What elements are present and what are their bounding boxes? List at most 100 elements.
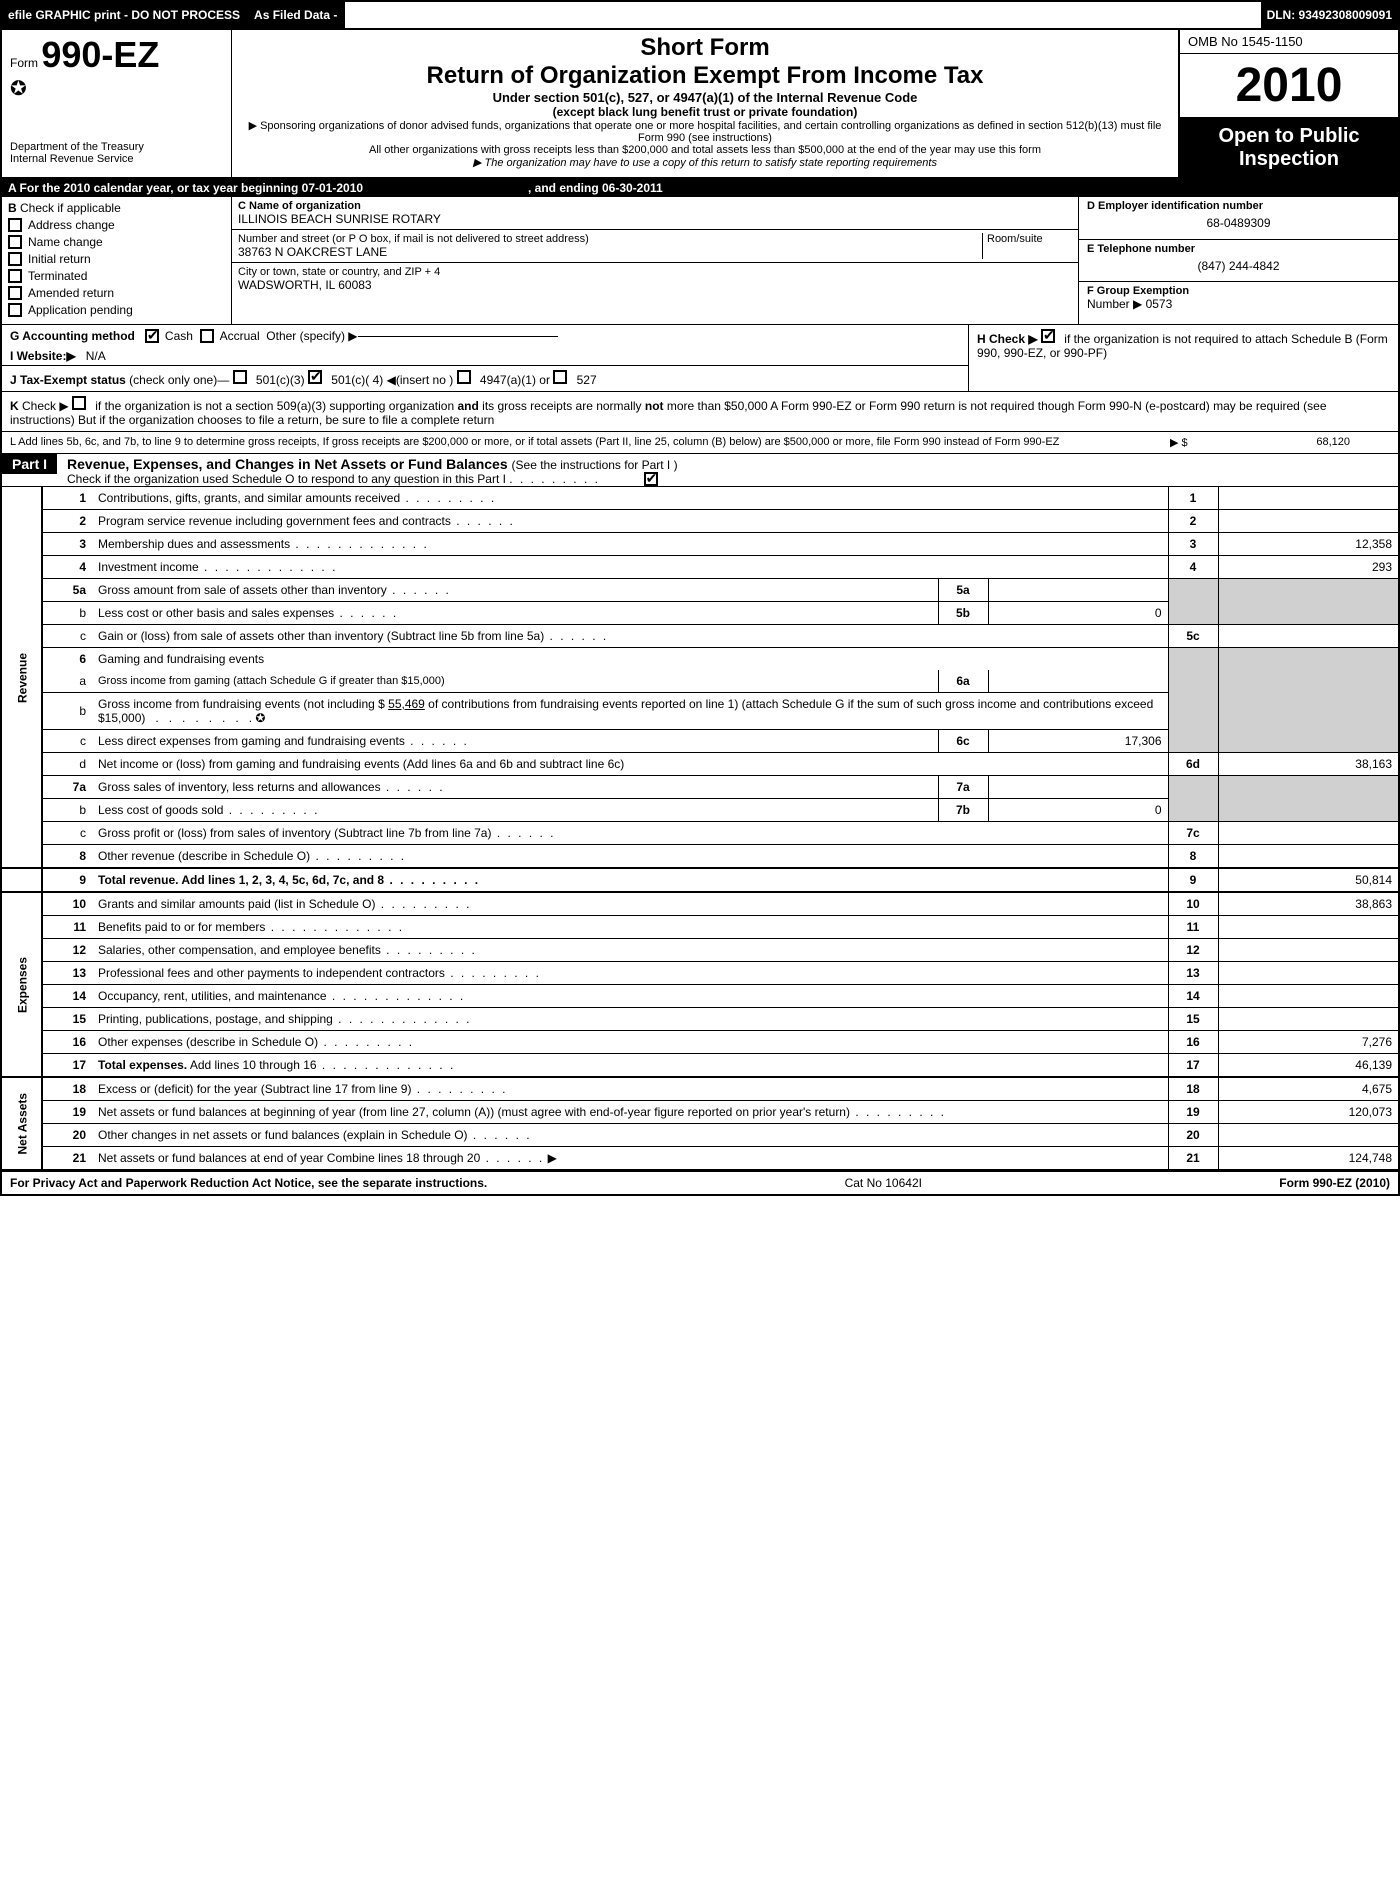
l7b-num: b bbox=[42, 799, 92, 822]
l8-num: 8 bbox=[42, 845, 92, 869]
l3-rval: 12,358 bbox=[1218, 533, 1398, 556]
l7b-desc: Less cost of goods sold bbox=[92, 799, 938, 822]
l16-rval: 7,276 bbox=[1218, 1031, 1398, 1054]
other-label: Other (specify) ▶ bbox=[266, 329, 357, 343]
l12-rnum: 12 bbox=[1168, 939, 1218, 962]
b-check-label: Check if applicable bbox=[20, 201, 121, 215]
l9-desc: Total revenue. Add lines 1, 2, 3, 4, 5c,… bbox=[92, 868, 1168, 892]
l7b-ival: 0 bbox=[988, 799, 1168, 822]
footer-right: Form 990-EZ (2010) bbox=[1279, 1176, 1390, 1190]
k-text: if the organization is not a section 509… bbox=[10, 399, 1327, 427]
l10-rnum: 10 bbox=[1168, 892, 1218, 916]
l9-rval: 50,814 bbox=[1218, 868, 1398, 892]
cb-schedule-o[interactable] bbox=[644, 472, 658, 486]
sponsor-text-3: ▶ The organization may have to use a cop… bbox=[240, 156, 1170, 169]
l18-desc: Excess or (deficit) for the year (Subtra… bbox=[92, 1077, 1168, 1101]
l20-rnum: 20 bbox=[1168, 1124, 1218, 1147]
l12-rval bbox=[1218, 939, 1398, 962]
form-prefix: Form bbox=[10, 56, 38, 70]
c4-label: 501(c)( 4) ◀(insert no ) bbox=[331, 373, 453, 387]
l18-rnum: 18 bbox=[1168, 1077, 1218, 1101]
cb-address-change[interactable] bbox=[8, 218, 22, 232]
c3-label: 501(c)(3) bbox=[256, 373, 305, 387]
l13-rval bbox=[1218, 962, 1398, 985]
rev-spacer bbox=[2, 868, 42, 892]
l14-rval bbox=[1218, 985, 1398, 1008]
l8-rnum: 8 bbox=[1168, 845, 1218, 869]
header-right: OMB No 1545-1150 2010 Open to Public Ins… bbox=[1178, 30, 1398, 177]
l11-desc: Benefits paid to or for members bbox=[92, 916, 1168, 939]
header-center: Short Form Return of Organization Exempt… bbox=[232, 30, 1178, 177]
l2-desc: Program service revenue including govern… bbox=[92, 510, 1168, 533]
part1-title-text: Revenue, Expenses, and Changes in Net As… bbox=[67, 456, 508, 472]
l17-rval: 46,139 bbox=[1218, 1054, 1398, 1078]
cb-h[interactable] bbox=[1041, 329, 1055, 343]
footer-mid: Cat No 10642I bbox=[487, 1176, 1279, 1190]
line-g: G Accounting method Cash Accrual Other (… bbox=[2, 325, 968, 347]
cb-cash[interactable] bbox=[145, 329, 159, 343]
city-label: City or town, state or country, and ZIP … bbox=[238, 266, 1072, 278]
cb-amended[interactable] bbox=[8, 286, 22, 300]
cb-501c4[interactable] bbox=[308, 370, 322, 384]
l12-num: 12 bbox=[42, 939, 92, 962]
l6a-num: a bbox=[42, 670, 92, 693]
cb-app-pending[interactable] bbox=[8, 303, 22, 317]
ein-value: 68-0489309 bbox=[1087, 216, 1390, 230]
l10-num: 10 bbox=[42, 892, 92, 916]
l7b-inum: 7b bbox=[938, 799, 988, 822]
l3-num: 3 bbox=[42, 533, 92, 556]
l6a-inum: 6a bbox=[938, 670, 988, 693]
cb-501c3[interactable] bbox=[233, 370, 247, 384]
cb-accrual[interactable] bbox=[200, 329, 214, 343]
street-address: 38763 N OAKCREST LANE bbox=[238, 245, 982, 259]
s527-label: 527 bbox=[577, 373, 597, 387]
l2-num: 2 bbox=[42, 510, 92, 533]
l11-rval bbox=[1218, 916, 1398, 939]
cb-initial-return[interactable] bbox=[8, 252, 22, 266]
l-amount: 68,120 bbox=[1250, 436, 1390, 449]
ghij-row: G Accounting method Cash Accrual Other (… bbox=[2, 325, 1398, 392]
addr-change-label: Address change bbox=[28, 218, 115, 232]
l14-rnum: 14 bbox=[1168, 985, 1218, 1008]
efile-label: efile GRAPHIC print - DO NOT PROCESS bbox=[2, 2, 248, 28]
l1-desc: Contributions, gifts, grants, and simila… bbox=[92, 487, 1168, 510]
l18-num: 18 bbox=[42, 1077, 92, 1101]
line-h: H Check ▶ if the organization is not req… bbox=[968, 325, 1398, 392]
a1-label: 4947(a)(1) or bbox=[480, 373, 550, 387]
open-public-label: Open to Public Inspection bbox=[1180, 119, 1398, 177]
l14-desc: Occupancy, rent, utilities, and maintena… bbox=[92, 985, 1168, 1008]
l19-num: 19 bbox=[42, 1101, 92, 1124]
other-specify-line[interactable] bbox=[358, 336, 558, 337]
l7c-desc: Gross profit or (loss) from sales of inv… bbox=[92, 822, 1168, 845]
l17-desc: Total expenses. Add lines 10 through 16 bbox=[92, 1054, 1168, 1078]
l18-rval: 4,675 bbox=[1218, 1077, 1398, 1101]
cb-4947[interactable] bbox=[457, 370, 471, 384]
street-label: Number and street (or P O box, if mail i… bbox=[238, 233, 982, 245]
l7c-rnum: 7c bbox=[1168, 822, 1218, 845]
sponsor-text-1: ▶ Sponsoring organizations of donor advi… bbox=[240, 119, 1170, 144]
l7ab-shade bbox=[1168, 776, 1218, 822]
cb-527[interactable] bbox=[553, 370, 567, 384]
row-a-left: A For the 2010 calendar year, or tax yea… bbox=[8, 181, 528, 195]
l21-rval: 124,748 bbox=[1218, 1147, 1398, 1171]
dept-label: Department of the Treasury bbox=[10, 141, 223, 153]
l7a-ival bbox=[988, 776, 1168, 799]
l16-desc: Other expenses (describe in Schedule O) bbox=[92, 1031, 1168, 1054]
gh-left: G Accounting method Cash Accrual Other (… bbox=[2, 325, 968, 392]
col-c: C Name of organization ILLINOIS BEACH SU… bbox=[232, 197, 1078, 324]
cb-name-change[interactable] bbox=[8, 235, 22, 249]
l5c-rnum: 5c bbox=[1168, 625, 1218, 648]
l6d-num: d bbox=[42, 753, 92, 776]
form-number: 990-EZ bbox=[41, 34, 159, 75]
dots bbox=[509, 472, 600, 486]
cb-terminated[interactable] bbox=[8, 269, 22, 283]
cb-k[interactable] bbox=[72, 396, 86, 410]
tax-year: 2010 bbox=[1180, 54, 1398, 119]
l5a-desc: Gross amount from sale of assets other t… bbox=[92, 579, 938, 602]
l9-rnum: 9 bbox=[1168, 868, 1218, 892]
recycle-icon: ✪ bbox=[10, 76, 223, 101]
l10-desc: Grants and similar amounts paid (list in… bbox=[92, 892, 1168, 916]
b-label: B bbox=[8, 201, 17, 215]
group-label: F Group Exemption bbox=[1087, 285, 1390, 297]
h-label: H Check ▶ bbox=[977, 332, 1038, 346]
